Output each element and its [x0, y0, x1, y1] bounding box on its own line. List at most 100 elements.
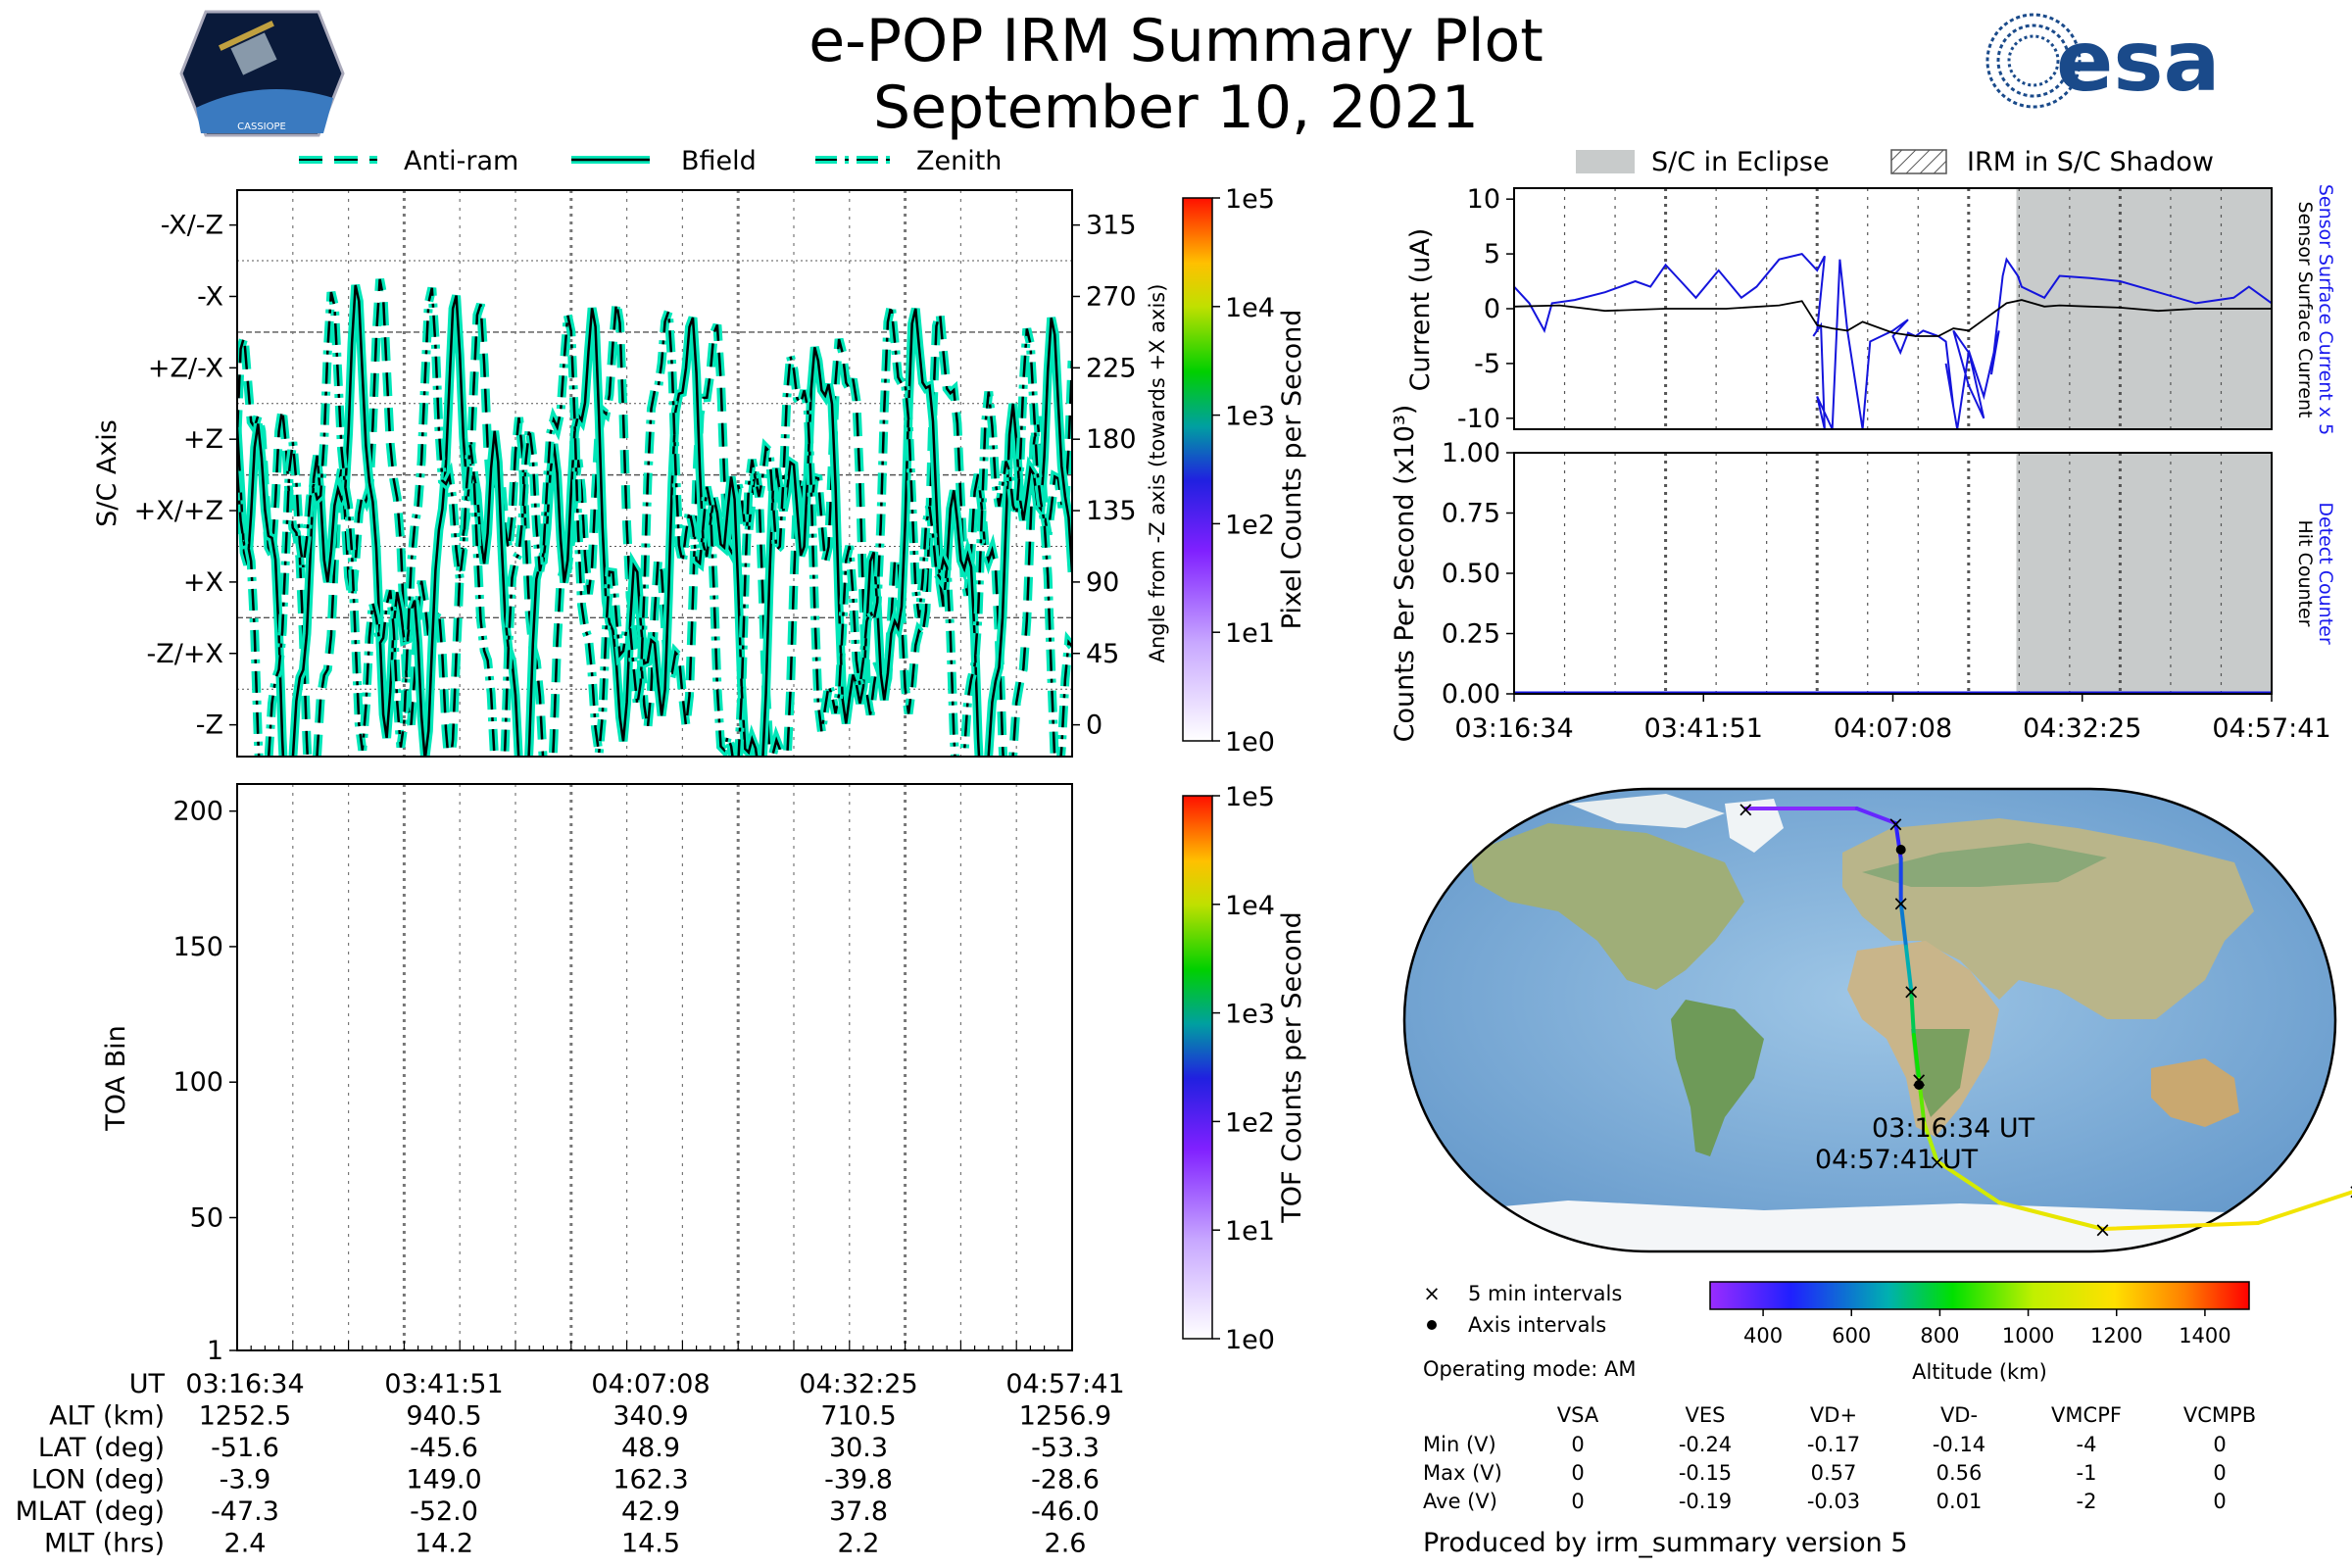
footer-cell: 04:32:25: [799, 1369, 917, 1399]
trace-line: [237, 284, 1072, 757]
volt-cell: 0: [1571, 1433, 1584, 1456]
colorbar-tick-label: 1e1: [1225, 1216, 1275, 1247]
footer-cell: 03:16:34: [185, 1369, 304, 1399]
ephemeris-table: UT 03:16:34 03:41:51 04:07:08 04:32:25 04:57:…: [16, 1369, 1125, 1559]
track-5min-marker: ×: [1737, 798, 1754, 821]
eclipse-region: [2016, 453, 2272, 694]
y-tick-label: 10: [1467, 184, 1500, 215]
volt-cell: -0.03: [1807, 1490, 1860, 1513]
volt-cell: 0: [1571, 1461, 1584, 1485]
esa-logo: esa: [1985, 13, 2221, 111]
footer-cell: 940.5: [406, 1401, 481, 1432]
footer-row-label: LAT (deg): [38, 1433, 165, 1463]
volt-cell: 0.01: [1936, 1490, 1983, 1513]
y-tick-label: +Z: [183, 424, 223, 455]
footer-cell: -52.0: [410, 1496, 478, 1527]
y2-axis-label: Angle from -Z axis (towards +X axis): [1146, 284, 1169, 663]
voltage-table: VSA VES VD+ VD- VMCPF VCMPB Min (V) 0 -0.24 -0.17…: [1423, 1403, 2256, 1513]
y-tick-label: -Z/+X: [147, 639, 223, 669]
svg-text:×: ×: [1423, 1282, 1441, 1305]
volt-cell: 0.57: [1811, 1461, 1857, 1485]
cassiope-logo-text: CASSIOPE: [237, 122, 286, 132]
right-label-black: Sensor Surface Current: [2294, 202, 2316, 418]
annotation-end-time: 04:57:41 UT: [1815, 1145, 1979, 1175]
annotation-start-time: 03:16:34 UT: [1872, 1113, 2035, 1144]
y-axis-label: TOA Bin: [101, 1025, 131, 1131]
altitude-colorbar: 400 600 800 1000 1200 1400 Altitude (km): [1709, 1281, 2250, 1384]
y-tick-label: -5: [1474, 349, 1500, 379]
legend-bfield: Bfield: [681, 146, 757, 176]
y-tick-label: +X: [183, 567, 223, 598]
y-axis-label: S/C Axis: [92, 419, 122, 527]
track-segment: [1911, 1033, 1922, 1081]
footer-cell: 2.2: [838, 1529, 880, 1559]
volt-cell: 0: [2213, 1490, 2226, 1513]
alt-tick-label: 1000: [2002, 1324, 2054, 1348]
footer-cell: 149.0: [406, 1465, 481, 1495]
right-label-blue: Sensor Surface Current x 5: [2315, 184, 2336, 435]
volt-cell: -0.19: [1679, 1490, 1732, 1513]
alt-tick-label: 1400: [2179, 1324, 2230, 1348]
track-segment: [1935, 1159, 2001, 1204]
footer-row-label: ALT (km): [49, 1401, 165, 1432]
footer-row-label: MLAT (deg): [16, 1496, 165, 1527]
footer-cell: -3.9: [220, 1465, 271, 1495]
volt-cell: -2: [2077, 1490, 2097, 1513]
volt-cell: -1: [2077, 1461, 2097, 1485]
plot-frame: [236, 189, 1073, 758]
track-5min-marker: ×: [1892, 892, 1910, 915]
x-tick-label: 04:32:25: [2023, 713, 2141, 744]
footer-cell: 03:41:51: [384, 1369, 503, 1399]
colorbar-pixel-counts: 1e0 1e1 1e2 1e3 1e4 1e5 Pixel Counts per Seco…: [1182, 184, 1307, 758]
alt-tick-label: 600: [1832, 1324, 1871, 1348]
footer-cell: 2.4: [224, 1529, 267, 1559]
series-current-x5: [1513, 252, 2273, 430]
footer-cell: -51.6: [211, 1433, 279, 1463]
continents: [1404, 794, 2335, 1251]
colorbar-tick-label: 1e2: [1225, 1107, 1275, 1138]
y-tick-label: -Z: [196, 710, 223, 741]
colorbar-tick-label: 1e2: [1225, 510, 1275, 540]
track-5min-marker: ×: [1902, 980, 1920, 1004]
y-tick-label: 150: [172, 932, 223, 962]
footer-cell: -45.6: [410, 1433, 478, 1463]
track-segment: [1997, 1200, 2105, 1231]
footer-cell: -46.0: [1031, 1496, 1100, 1527]
y-tick-label: 0.00: [1442, 679, 1500, 710]
y2-tick-label: 135: [1086, 496, 1137, 526]
y-axis-label: Current (uA): [1405, 228, 1436, 392]
footer-cell: -39.8: [824, 1465, 893, 1495]
track-5min-marker: ×: [1887, 812, 1905, 836]
footer-cell: 04:57:41: [1005, 1369, 1124, 1399]
legend-eclipse: S/C in Eclipse IRM in S/C Shadow: [1576, 147, 2214, 177]
track-5min-marker: ×: [2348, 1180, 2352, 1203]
volt-cell: 0: [1571, 1490, 1584, 1513]
y-tick-label: 200: [172, 797, 223, 827]
legend-anti-ram: Anti-ram: [404, 146, 518, 176]
footer-cell: 04:07:08: [591, 1369, 710, 1399]
cassiope-logo: CASSIOPE: [179, 10, 345, 137]
volt-cell: 0: [2213, 1461, 2226, 1485]
legend-axis-intervals: Axis intervals: [1468, 1313, 1606, 1337]
y-tick-label: 1: [207, 1336, 223, 1366]
track-segment: [1854, 807, 1898, 825]
plot-area: [237, 784, 1072, 1350]
legend-sc-eclipse: S/C in Eclipse: [1651, 147, 1830, 177]
alt-tick-label: 1200: [2090, 1324, 2142, 1348]
current-plot: 10 5 0 -5 -10 Current (uA) Sensor Surface Curr…: [1405, 184, 2336, 435]
footer-cell: 14.5: [621, 1529, 680, 1559]
footer-cell: 1256.9: [1019, 1401, 1111, 1432]
colorbar-tick-label: 1e1: [1225, 618, 1275, 649]
colorbar-tick-label: 1e0: [1225, 1325, 1275, 1355]
volt-row-label: Ave (V): [1423, 1490, 1497, 1513]
series-current: [1513, 299, 2272, 337]
colorbar-tof-label: TOF Counts per Second: [1277, 911, 1307, 1224]
colorbar-tick-label: 1e3: [1225, 1000, 1275, 1030]
alt-tick-label: 400: [1743, 1324, 1783, 1348]
footer-cell: 162.3: [612, 1465, 688, 1495]
footer-cell: 42.9: [621, 1496, 680, 1527]
colorbar-tick-label: 1e3: [1225, 402, 1275, 432]
y-tick-label: 0: [1484, 294, 1500, 324]
track-segment: [1898, 901, 1908, 949]
